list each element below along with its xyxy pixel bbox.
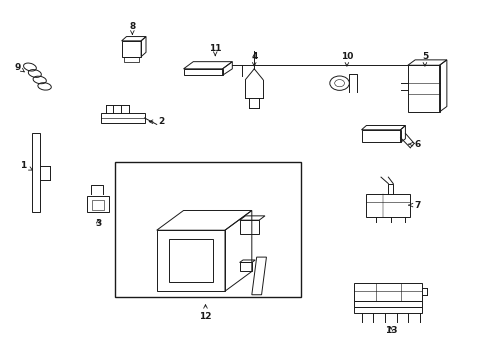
- Text: 3: 3: [95, 219, 101, 228]
- Text: 11: 11: [208, 44, 221, 55]
- Text: 8: 8: [129, 22, 135, 34]
- Text: 2: 2: [149, 117, 164, 126]
- Text: 1: 1: [20, 161, 33, 170]
- Text: 6: 6: [408, 140, 420, 149]
- Text: 9: 9: [15, 63, 24, 72]
- Text: 13: 13: [384, 326, 396, 335]
- Text: 10: 10: [340, 53, 352, 66]
- Text: 4: 4: [250, 53, 257, 66]
- Text: 7: 7: [408, 201, 420, 210]
- Text: 5: 5: [421, 53, 427, 66]
- Text: 12: 12: [199, 305, 211, 321]
